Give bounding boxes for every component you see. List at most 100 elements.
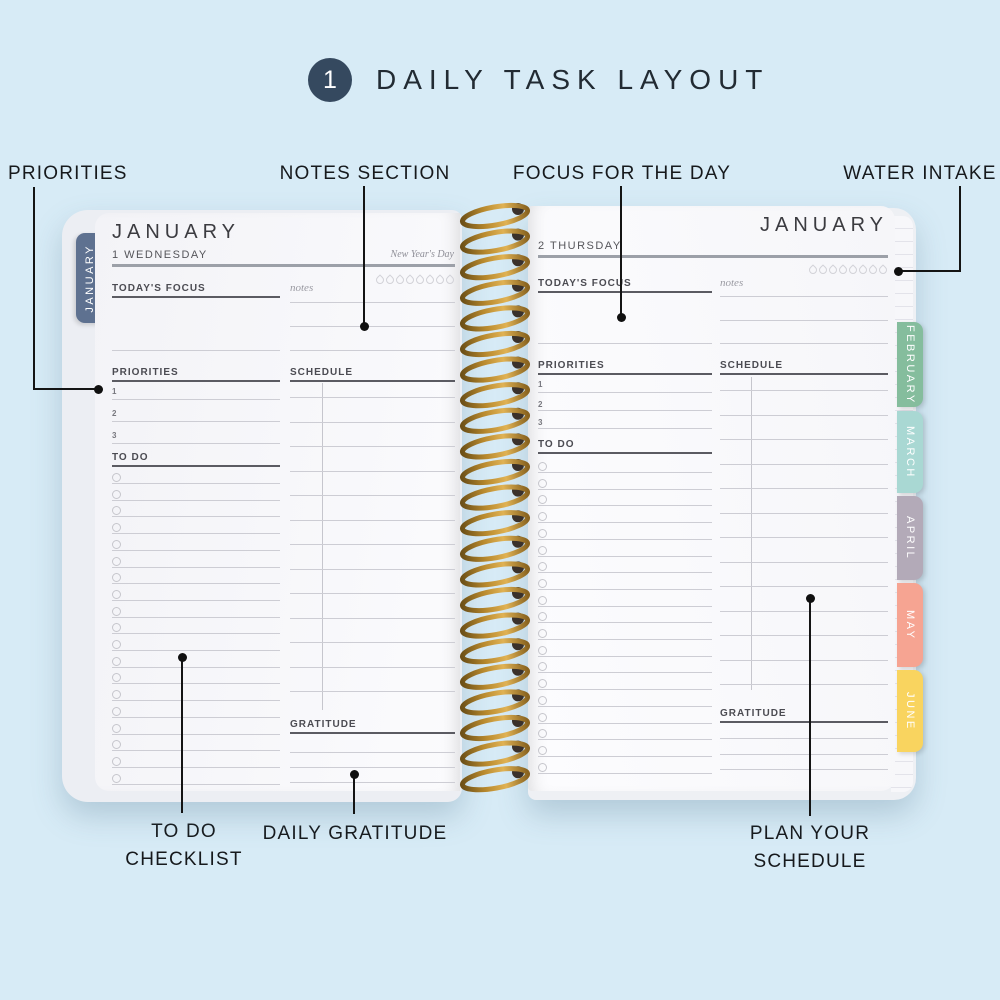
connector-todo-dot (178, 653, 187, 662)
water-drop-icon (374, 274, 386, 286)
ruled-line (290, 470, 455, 472)
ruled-line (538, 343, 712, 344)
water-drop-icon (807, 264, 819, 276)
ruled-line (538, 705, 712, 707)
callout-notes-section: NOTES SECTION (279, 163, 451, 184)
left-priority-1-line (112, 399, 280, 400)
ruled-line (720, 769, 888, 770)
ruled-line (112, 666, 280, 668)
tab-april-label: APRIL (904, 515, 916, 561)
water-drop-icon (847, 264, 859, 276)
todo-checkbox (112, 740, 121, 750)
todo-checkbox (112, 773, 121, 783)
ruled-line (720, 754, 888, 755)
todo-checkbox (538, 762, 547, 772)
todo-checkbox (112, 473, 121, 482)
ruled-line (720, 512, 888, 514)
connector-priorities (33, 187, 35, 390)
ruled-line (290, 519, 455, 521)
ruled-line (112, 700, 280, 702)
ruled-line (112, 683, 280, 685)
right-schedule-label: SCHEDULE (720, 360, 784, 371)
todo-checkbox (112, 640, 121, 649)
right-todo-underline (538, 452, 712, 454)
todo-checkbox (112, 489, 121, 499)
ruled-line (112, 750, 280, 752)
ruled-line (290, 752, 455, 753)
callout-priorities: PRIORITIES (8, 163, 128, 184)
water-drop-icon (827, 264, 839, 276)
right-priorities-underline (538, 373, 712, 375)
ruled-line (290, 617, 455, 619)
todo-checkbox (112, 506, 121, 516)
right-month-title: JANUARY (760, 214, 888, 236)
left-priority-1: 1 (112, 387, 117, 396)
ruled-line (290, 350, 455, 351)
ruled-line (112, 650, 280, 651)
ruled-line (720, 390, 888, 391)
connector-water-h (901, 270, 961, 272)
ruled-line (538, 605, 712, 607)
water-drop-icon (384, 274, 396, 286)
ruled-line (751, 377, 752, 690)
ruled-line (538, 538, 712, 540)
ruled-line (290, 446, 455, 447)
ruled-line (112, 533, 280, 535)
ruled-line (290, 593, 455, 594)
left-gratitude-label: GRATITUDE (290, 719, 357, 730)
planner-right-page: JANUARY 2 THURSDAY TODAY'S FOCUS notes P… (528, 206, 895, 791)
right-priorities-label: PRIORITIES (538, 360, 605, 371)
water-intake-tracker-right (807, 264, 889, 276)
water-drop-icon (434, 274, 446, 286)
todo-checkbox (112, 606, 121, 616)
left-priorities-underline (112, 380, 280, 382)
callout-plan-your-schedule: PLAN YOUR SCHEDULE (749, 823, 871, 872)
right-notes-label: notes (720, 277, 744, 289)
right-priority-2-line (538, 410, 712, 411)
ruled-line (720, 684, 888, 685)
connector-schedule (809, 602, 811, 816)
right-gratitude-label: GRATITUDE (720, 708, 787, 719)
ruled-line (538, 639, 712, 640)
left-todo-underline (112, 465, 280, 467)
ruled-line (290, 326, 455, 327)
ruled-line (112, 516, 280, 518)
todo-checkbox (538, 578, 547, 588)
ruled-line (538, 472, 712, 473)
water-drop-icon (837, 264, 849, 276)
ruled-line (290, 495, 455, 496)
todo-checkbox (112, 673, 121, 683)
right-priority-1: 1 (538, 380, 543, 389)
tab-april: APRIL (897, 496, 923, 580)
water-intake-tracker-left (374, 274, 456, 286)
ruled-line (538, 655, 712, 657)
right-date: 2 THURSDAY (538, 240, 622, 252)
ruled-line (112, 566, 280, 568)
todo-checkbox (112, 556, 121, 566)
todo-checkbox (538, 512, 547, 522)
left-holiday: New Year's Day (390, 249, 454, 260)
ruled-line (538, 755, 712, 757)
ruled-line (290, 397, 455, 398)
left-focus-label: TODAY'S FOCUS (112, 283, 206, 294)
tab-june-label: JUNE (904, 691, 916, 731)
todo-checkbox (538, 478, 547, 488)
ruled-line (322, 383, 323, 710)
ruled-line (290, 691, 455, 692)
todo-checkbox (538, 595, 547, 605)
ruled-line (290, 568, 455, 570)
ruled-line (112, 733, 280, 735)
water-drop-icon (817, 264, 829, 276)
connector-priorities-dot (94, 385, 103, 394)
ruled-line (720, 320, 888, 321)
todo-checkbox (538, 545, 547, 555)
ruled-line (720, 296, 888, 297)
connector-priorities-h (33, 388, 96, 390)
left-priority-3-line (112, 443, 280, 444)
ruled-line (290, 544, 455, 545)
water-drop-icon (424, 274, 436, 286)
ruled-line (720, 659, 888, 661)
ruled-line (720, 561, 888, 563)
ruled-line (112, 350, 280, 351)
right-focus-underline (538, 291, 712, 293)
